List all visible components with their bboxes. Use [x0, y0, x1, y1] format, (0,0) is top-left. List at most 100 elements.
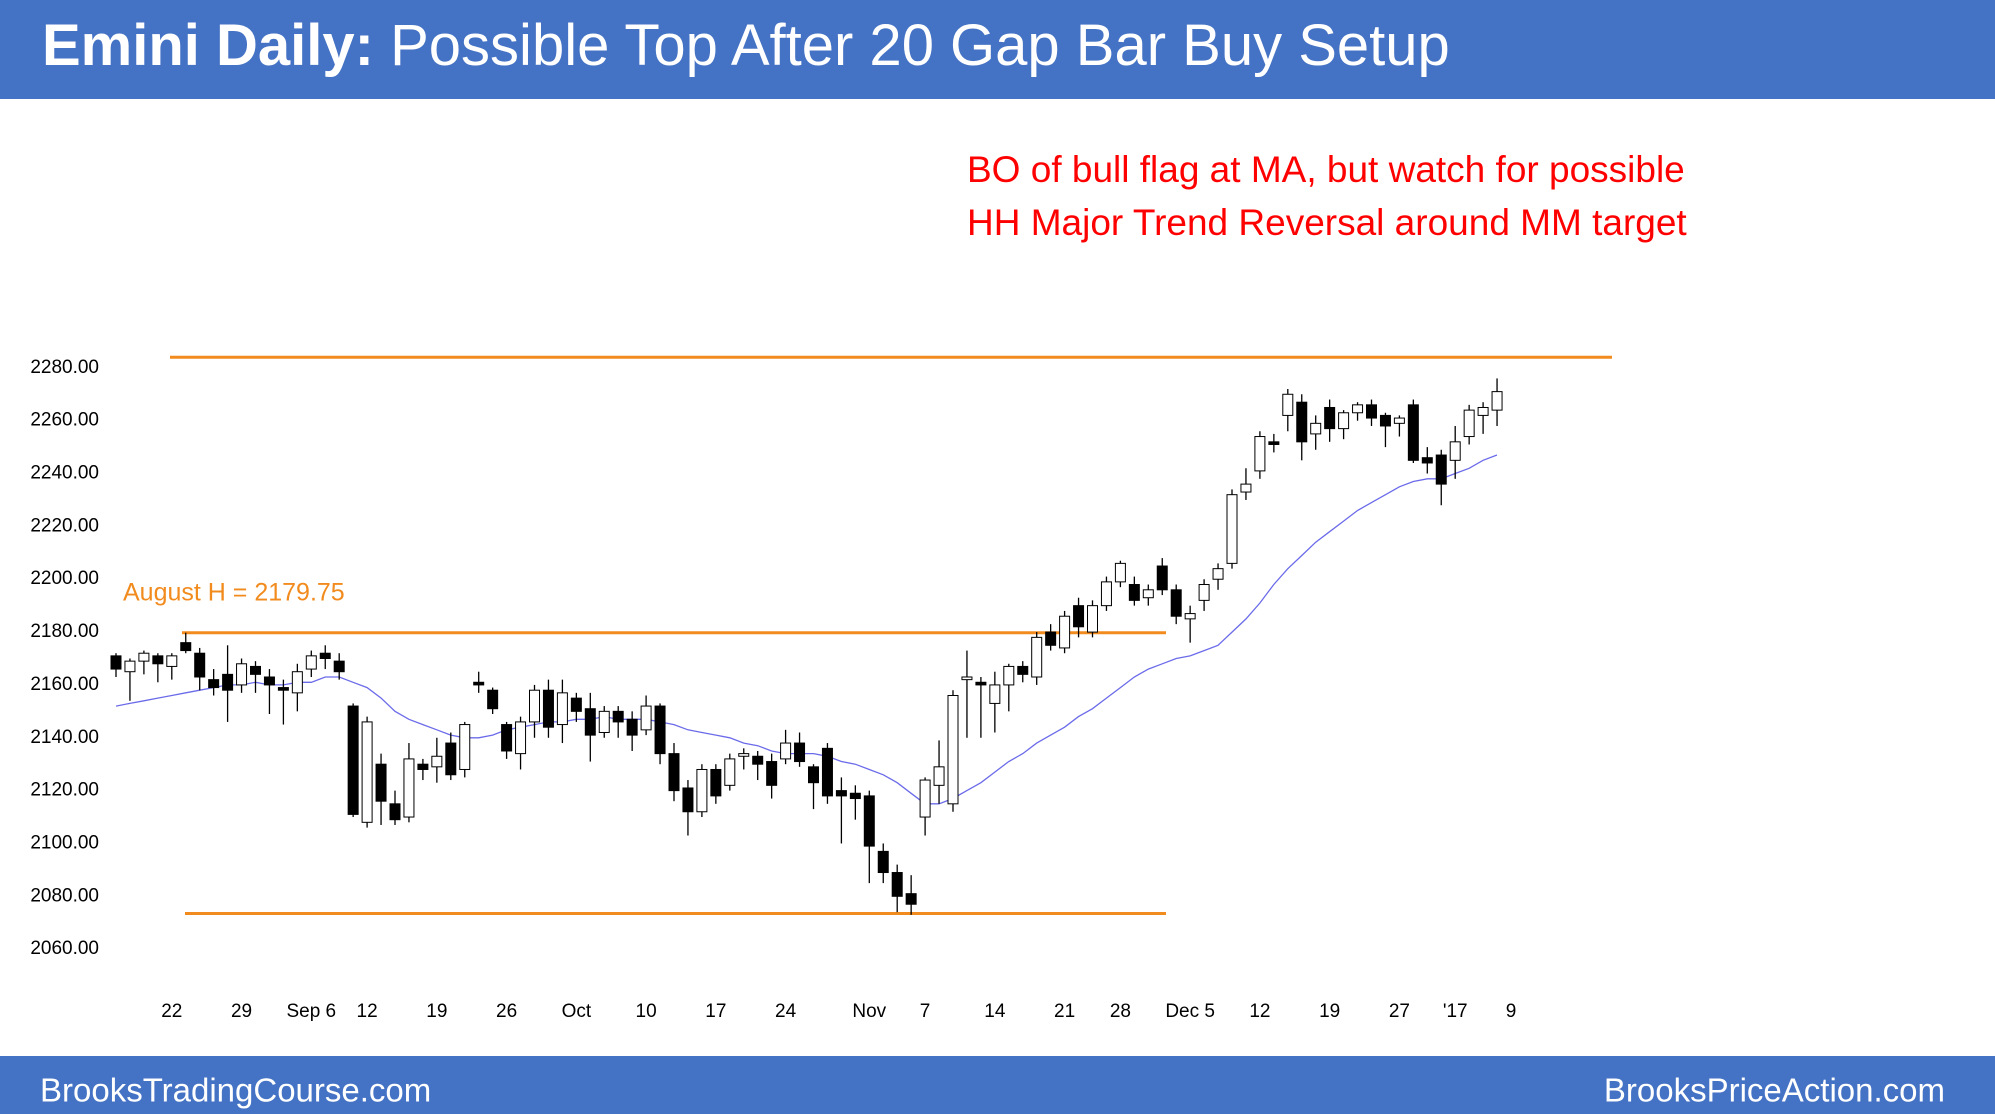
x-tick-label: 28	[1110, 1001, 1131, 1022]
candle-body	[710, 768, 722, 797]
candle-body	[1184, 613, 1196, 620]
candle-body	[808, 766, 819, 784]
x-tick-label: 27	[1389, 1001, 1410, 1022]
candle-body	[403, 758, 415, 818]
candle-body	[501, 724, 513, 752]
candle-body	[389, 803, 401, 821]
candle-body	[1379, 414, 1391, 427]
candle-body	[1142, 589, 1154, 599]
candle-body	[1087, 605, 1098, 633]
candle-body	[626, 718, 638, 736]
candle-body	[975, 681, 987, 686]
x-tick-label: 12	[357, 1001, 378, 1022]
x-tick-label: Dec 5	[1165, 1001, 1215, 1022]
y-tick-label: 2060.00	[30, 938, 99, 959]
candle-body	[752, 755, 764, 765]
candle-body	[152, 655, 164, 665]
candle-body	[361, 721, 373, 823]
moving-average	[115, 454, 1498, 805]
x-tick-label: Sep 6	[286, 1001, 336, 1022]
candle-body	[445, 742, 457, 776]
candle-body	[863, 795, 875, 847]
title-main: Possible Top After 20 Gap Bar Buy Setup	[390, 13, 1450, 78]
candle-body	[933, 766, 945, 786]
candle-body	[849, 792, 861, 800]
y-tick-label: 2120.00	[30, 780, 99, 801]
x-tick-label: 7	[920, 1001, 931, 1022]
candle-body	[738, 753, 750, 757]
x-tick-label: 24	[775, 1001, 797, 1022]
candle-body	[1226, 494, 1238, 564]
candle-body	[1352, 404, 1364, 414]
candle-body	[180, 642, 192, 652]
candle-body	[640, 705, 652, 731]
candle-body	[919, 779, 931, 818]
candle-body	[208, 679, 220, 689]
candle-body	[431, 755, 443, 768]
candle-body	[891, 872, 903, 897]
candle-body	[473, 681, 485, 686]
x-tick-label: 29	[231, 1001, 252, 1022]
candle-body	[1254, 436, 1266, 472]
candle-body	[1114, 562, 1126, 583]
candle-body	[556, 692, 568, 726]
candle-body	[1296, 401, 1308, 443]
candle-body	[989, 684, 1001, 704]
candle-body	[1324, 406, 1336, 430]
annotation: HH Major Trend Reversal around MM target	[967, 202, 1687, 243]
footer-right: BrooksPriceAction.com	[1604, 1072, 1945, 1109]
y-tick-label: 2160.00	[30, 674, 99, 695]
candle-body	[375, 763, 387, 802]
y-tick-label: 2180.00	[30, 621, 99, 642]
y-tick-label: 2280.00	[30, 357, 99, 378]
candle-body	[333, 660, 345, 673]
candle-body	[1240, 483, 1252, 493]
candle-body	[612, 710, 624, 723]
candle-body	[1045, 631, 1057, 646]
candle-body	[459, 724, 471, 770]
y-tick-label: 2220.00	[30, 515, 99, 536]
candle-body	[696, 768, 708, 813]
candle-body	[1463, 409, 1475, 438]
y-tick-label: 2200.00	[30, 568, 99, 589]
x-tick-label: 12	[1249, 1001, 1270, 1022]
x-tick-label: 21	[1054, 1001, 1075, 1022]
candle-body	[1198, 584, 1210, 601]
candle-body	[250, 665, 261, 675]
candle-body	[1156, 565, 1168, 591]
y-tick-label: 2260.00	[30, 410, 99, 431]
candle-body	[1282, 393, 1294, 416]
candle-body	[570, 697, 582, 712]
y-tick-label: 2100.00	[30, 832, 99, 853]
candle-body	[1393, 417, 1405, 424]
candle-body	[1031, 636, 1043, 678]
candle-body	[905, 893, 917, 905]
candle-body	[542, 689, 554, 728]
candle-body	[110, 655, 122, 670]
candle-body	[1212, 568, 1224, 580]
candle-body	[1338, 412, 1350, 430]
x-tick-label: 17	[705, 1001, 726, 1022]
candle-body	[263, 676, 275, 686]
candle-body	[138, 652, 150, 662]
y-tick-label: 2140.00	[30, 727, 99, 748]
candle-body	[724, 758, 736, 786]
candle-body	[1170, 589, 1182, 617]
y-tick-label: 2080.00	[30, 885, 99, 906]
candle-body	[515, 721, 527, 755]
y-tick-label: 2240.00	[30, 463, 99, 484]
x-tick-label: 19	[426, 1001, 447, 1022]
footer-bar	[0, 1056, 1995, 1114]
candle-body	[668, 753, 680, 792]
candle-body	[417, 763, 429, 770]
candle-body	[529, 689, 540, 723]
candle-body	[194, 652, 206, 678]
candle-body	[277, 687, 289, 691]
candle-body	[682, 787, 694, 813]
footer-left: BrooksTradingCourse.com	[40, 1072, 431, 1109]
candle-body	[166, 655, 178, 667]
x-tick-label: 10	[636, 1001, 657, 1022]
candle-body	[1003, 665, 1015, 686]
candle-body	[780, 742, 792, 760]
